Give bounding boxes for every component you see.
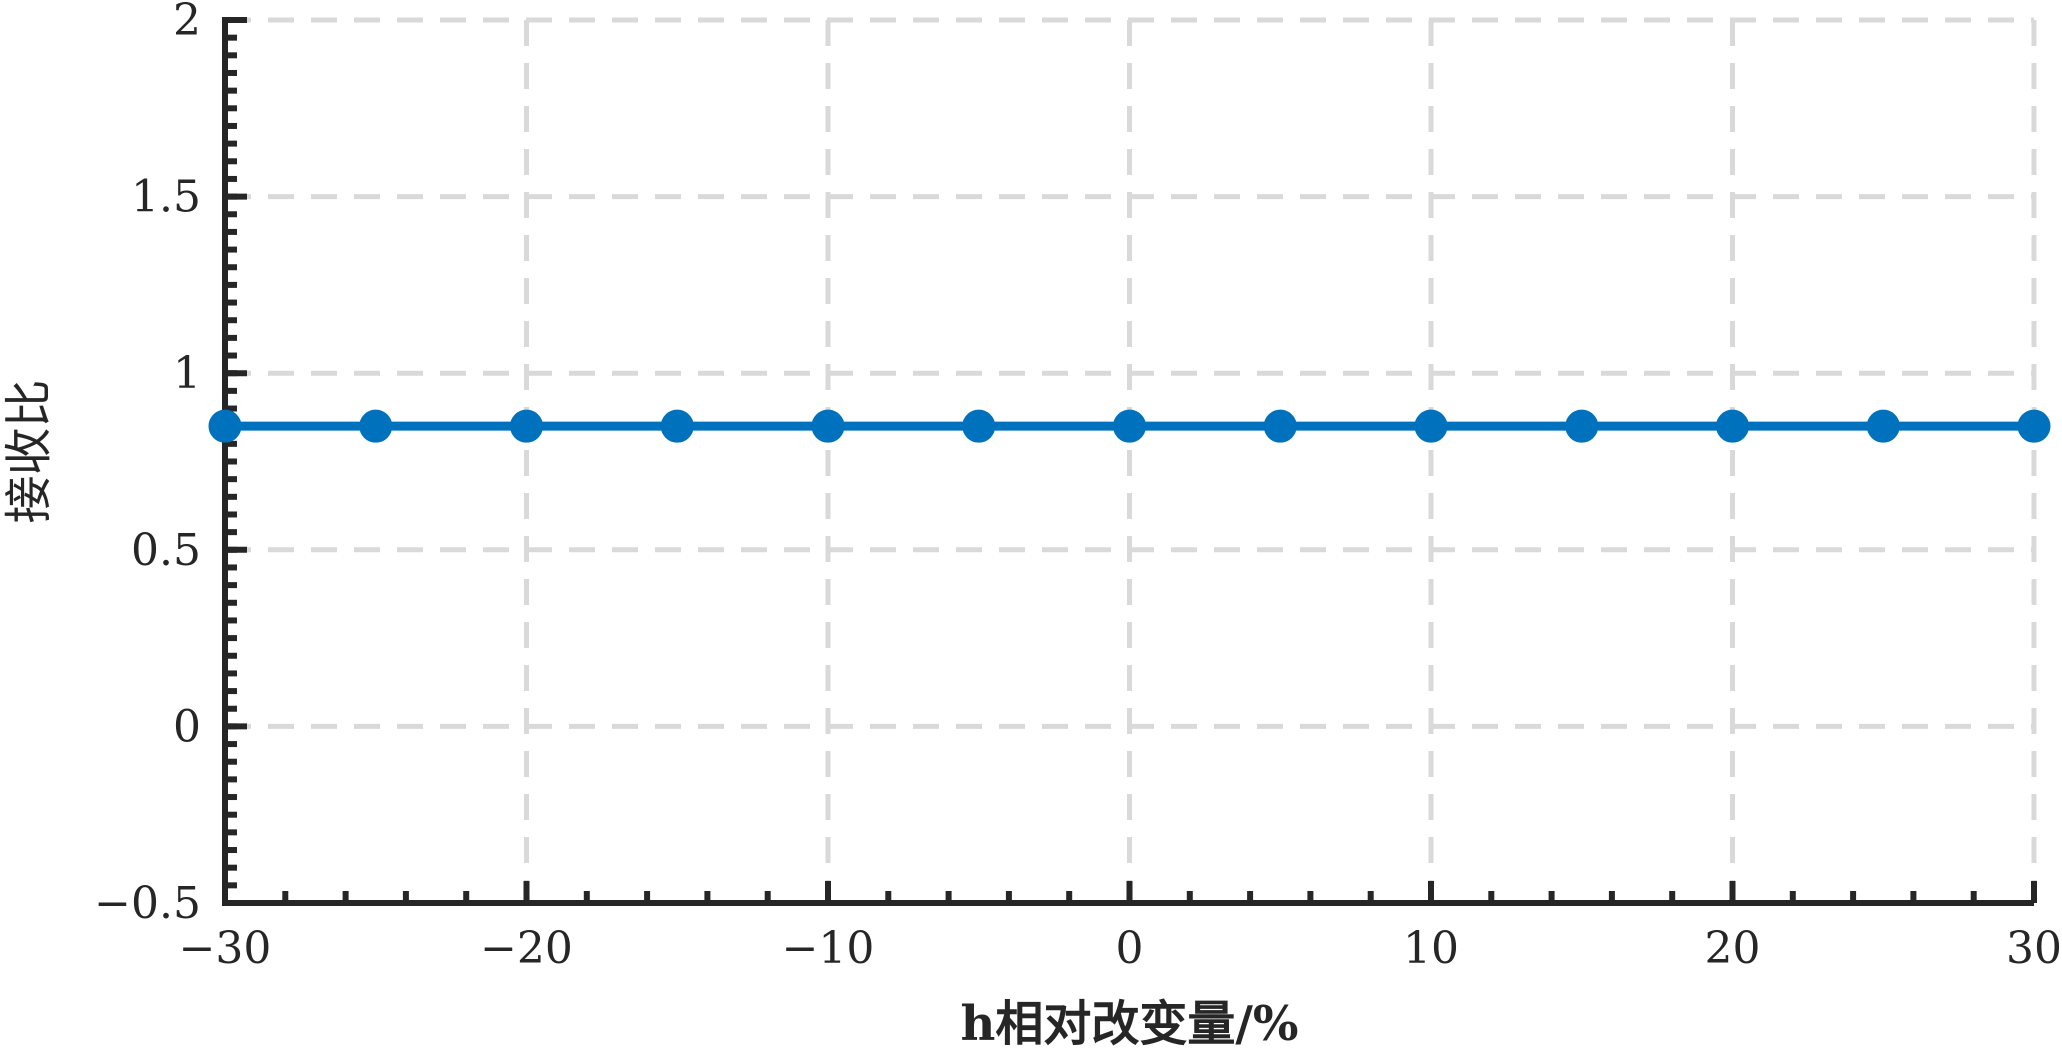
x-tick-label: 30 (2006, 923, 2062, 974)
y-tick-label: 0 (173, 701, 201, 752)
y-tick-label: 0.5 (131, 525, 201, 576)
x-tick-label: 10 (1403, 923, 1459, 974)
x-tick-label: −20 (480, 923, 573, 974)
y-tick-label: −0.5 (94, 878, 201, 929)
y-tick-label: 2 (173, 0, 201, 46)
data-point (1263, 409, 1297, 443)
data-point (2017, 409, 2051, 443)
data-point (359, 409, 393, 443)
x-tick-label: −30 (179, 923, 272, 974)
data-point (1716, 409, 1749, 443)
data-point (1565, 409, 1599, 443)
data-point (660, 409, 694, 443)
tick-labels: −30 −20 −10 0 10 20 30 −0.5 0 0.5 1 1.5 2 (94, 0, 2062, 974)
data-point (510, 409, 543, 443)
y-tick-label: 1 (173, 348, 201, 399)
data-point (1414, 409, 1448, 443)
data-point (208, 409, 242, 443)
data-point (1113, 409, 1146, 443)
data-point (811, 409, 845, 443)
data-point (1866, 409, 1900, 443)
x-tick-label: −10 (782, 923, 875, 974)
x-axis-title: h相对改变量/% (960, 996, 1298, 1052)
x-tick-label: 20 (1705, 923, 1761, 974)
y-axis-title: 接收比 (1, 379, 57, 523)
series (208, 409, 2051, 443)
x-tick-label: 0 (1116, 923, 1144, 974)
data-point (962, 409, 996, 443)
major-ticks (222, 17, 2037, 906)
grid (225, 17, 2037, 903)
y-tick-label: 1.5 (131, 172, 201, 223)
